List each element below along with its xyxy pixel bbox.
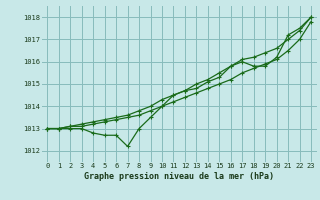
X-axis label: Graphe pression niveau de la mer (hPa): Graphe pression niveau de la mer (hPa) [84, 172, 274, 181]
